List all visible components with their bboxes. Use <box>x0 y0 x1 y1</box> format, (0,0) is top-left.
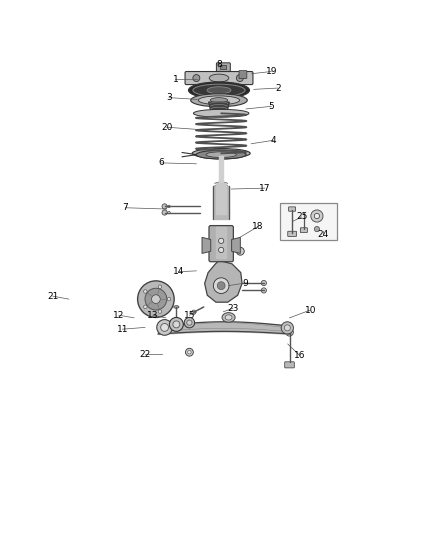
Circle shape <box>261 288 266 293</box>
Text: 10: 10 <box>305 305 316 314</box>
Circle shape <box>281 322 293 334</box>
FancyBboxPatch shape <box>300 228 307 232</box>
Circle shape <box>261 280 266 286</box>
Circle shape <box>237 247 244 255</box>
Text: 5: 5 <box>268 102 274 111</box>
Ellipse shape <box>209 74 229 82</box>
Ellipse shape <box>194 109 249 117</box>
Ellipse shape <box>174 305 179 308</box>
Ellipse shape <box>198 96 240 104</box>
Ellipse shape <box>222 313 235 322</box>
Circle shape <box>219 238 224 244</box>
Text: 7: 7 <box>123 203 128 212</box>
Circle shape <box>219 247 224 253</box>
Text: 21: 21 <box>47 292 58 301</box>
Bar <box>220 65 226 69</box>
Text: 3: 3 <box>166 93 172 102</box>
Text: 12: 12 <box>113 311 124 320</box>
Circle shape <box>173 321 180 328</box>
FancyBboxPatch shape <box>216 63 230 71</box>
FancyBboxPatch shape <box>285 362 294 368</box>
Circle shape <box>314 227 320 232</box>
Text: 13: 13 <box>147 311 159 320</box>
Circle shape <box>168 211 170 214</box>
Text: 14: 14 <box>173 267 185 276</box>
Text: 9: 9 <box>242 279 248 287</box>
Text: 1: 1 <box>173 75 178 84</box>
Circle shape <box>168 205 170 208</box>
Circle shape <box>217 282 225 289</box>
Text: 25: 25 <box>296 212 307 221</box>
Circle shape <box>145 288 167 310</box>
Circle shape <box>144 290 147 293</box>
Circle shape <box>284 325 290 331</box>
Circle shape <box>158 285 162 288</box>
Text: 18: 18 <box>252 222 264 231</box>
Ellipse shape <box>192 149 250 158</box>
Polygon shape <box>232 237 240 254</box>
Circle shape <box>314 213 320 219</box>
Circle shape <box>217 256 223 262</box>
Polygon shape <box>213 246 231 261</box>
Ellipse shape <box>191 94 247 107</box>
Circle shape <box>170 318 184 332</box>
Circle shape <box>167 297 171 301</box>
Text: 6: 6 <box>159 158 164 167</box>
Ellipse shape <box>188 82 250 99</box>
Circle shape <box>237 75 244 82</box>
Polygon shape <box>208 102 230 111</box>
Ellipse shape <box>206 152 237 157</box>
Circle shape <box>193 75 200 82</box>
Circle shape <box>311 210 323 222</box>
Circle shape <box>144 305 147 309</box>
Text: 15: 15 <box>184 311 195 320</box>
Polygon shape <box>205 261 242 302</box>
Circle shape <box>213 278 229 294</box>
FancyBboxPatch shape <box>239 71 247 78</box>
Circle shape <box>158 310 162 313</box>
Text: 22: 22 <box>139 350 151 359</box>
Text: 2: 2 <box>275 84 281 93</box>
Circle shape <box>191 310 196 314</box>
Ellipse shape <box>225 315 232 320</box>
Circle shape <box>161 324 169 332</box>
Ellipse shape <box>193 84 245 96</box>
Ellipse shape <box>198 152 244 159</box>
Text: 16: 16 <box>294 351 305 360</box>
Circle shape <box>138 281 174 318</box>
Ellipse shape <box>207 87 231 94</box>
FancyBboxPatch shape <box>289 207 296 211</box>
Text: 24: 24 <box>317 230 328 239</box>
Text: 23: 23 <box>227 304 239 313</box>
Text: 11: 11 <box>117 325 128 334</box>
FancyBboxPatch shape <box>288 231 297 237</box>
Text: 8: 8 <box>216 60 222 69</box>
Text: 19: 19 <box>265 67 277 76</box>
Circle shape <box>157 320 173 335</box>
Circle shape <box>187 351 191 354</box>
FancyBboxPatch shape <box>209 225 233 262</box>
Circle shape <box>152 295 160 303</box>
Text: 20: 20 <box>161 123 173 132</box>
Ellipse shape <box>210 98 228 103</box>
Bar <box>280 203 336 239</box>
FancyBboxPatch shape <box>185 71 253 85</box>
Circle shape <box>185 349 193 356</box>
Ellipse shape <box>196 150 246 159</box>
Circle shape <box>286 328 293 336</box>
Circle shape <box>162 204 167 209</box>
Circle shape <box>187 320 192 325</box>
Polygon shape <box>202 237 211 254</box>
Circle shape <box>184 318 194 328</box>
Text: 4: 4 <box>271 136 276 145</box>
Circle shape <box>162 210 167 215</box>
Text: 17: 17 <box>259 184 270 192</box>
